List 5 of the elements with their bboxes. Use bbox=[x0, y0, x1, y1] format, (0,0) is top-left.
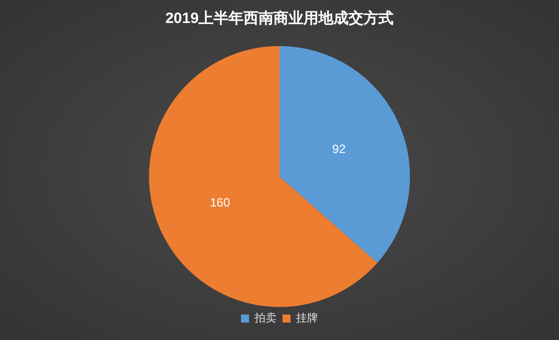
data-label: 92 bbox=[332, 142, 346, 156]
chart-title: 2019上半年西南商业用地成交方式 bbox=[165, 9, 394, 28]
data-label: 160 bbox=[210, 196, 230, 210]
legend-label: 挂牌 bbox=[296, 312, 318, 325]
legend-label: 拍卖 bbox=[254, 312, 276, 325]
